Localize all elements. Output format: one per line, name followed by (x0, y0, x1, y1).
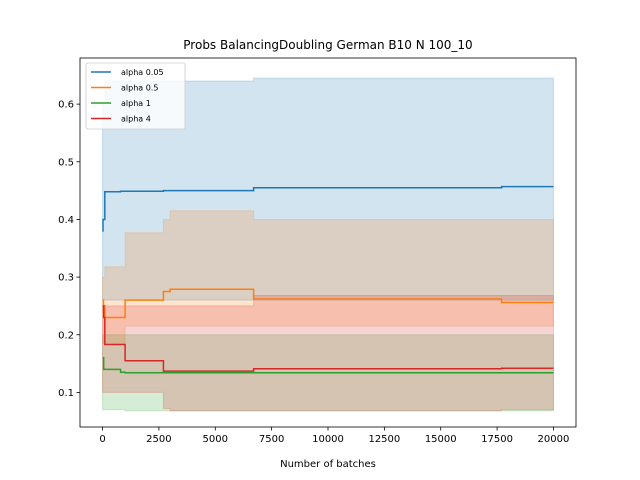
y-tick-label-1: 0.1 (58, 388, 74, 399)
band-2 (102, 210, 554, 344)
legend-label-4: alpha 4 (121, 115, 151, 124)
x-tick-label-4: 7500 (259, 434, 284, 445)
band-4 (102, 295, 554, 412)
x-tick-label-9: 20000 (538, 434, 570, 445)
series-line-1 (102, 185, 554, 232)
plot-area: 0 2500 5000 7500 10000 12500 15000 17500 20000 0.… (58, 57, 577, 445)
x-tick-label-6: 12500 (368, 434, 400, 445)
x-tick-label-8: 17500 (481, 434, 513, 445)
x-tick-label-7: 15000 (425, 434, 457, 445)
chart-title: Probs BalancingDoubling German B10 N 100… (183, 38, 472, 52)
x-tick-label-5: 10000 (312, 434, 344, 445)
series-line-3 (102, 357, 554, 374)
y-tick-label-5: 0.5 (58, 157, 74, 168)
x-tick-label-1: 0 (99, 434, 105, 445)
x-axis-label: Number of batches (280, 459, 376, 470)
y-tick-label-6: 0.6 (58, 100, 74, 111)
legend-box (85, 62, 186, 130)
y-tick-label-2: 0.2 (58, 330, 74, 341)
legend-label-3: alpha 1 (121, 99, 151, 108)
series-line-4 (102, 305, 554, 372)
legend-label-2: alpha 0.5 (121, 84, 158, 93)
x-tick-label-3: 5000 (203, 434, 228, 445)
x-tick-label-2: 2500 (146, 434, 171, 445)
y-tick-label-4: 0.4 (58, 215, 74, 226)
legend-label-1: alpha 0.05 (121, 68, 164, 77)
y-tick-label-3: 0.3 (58, 273, 74, 284)
